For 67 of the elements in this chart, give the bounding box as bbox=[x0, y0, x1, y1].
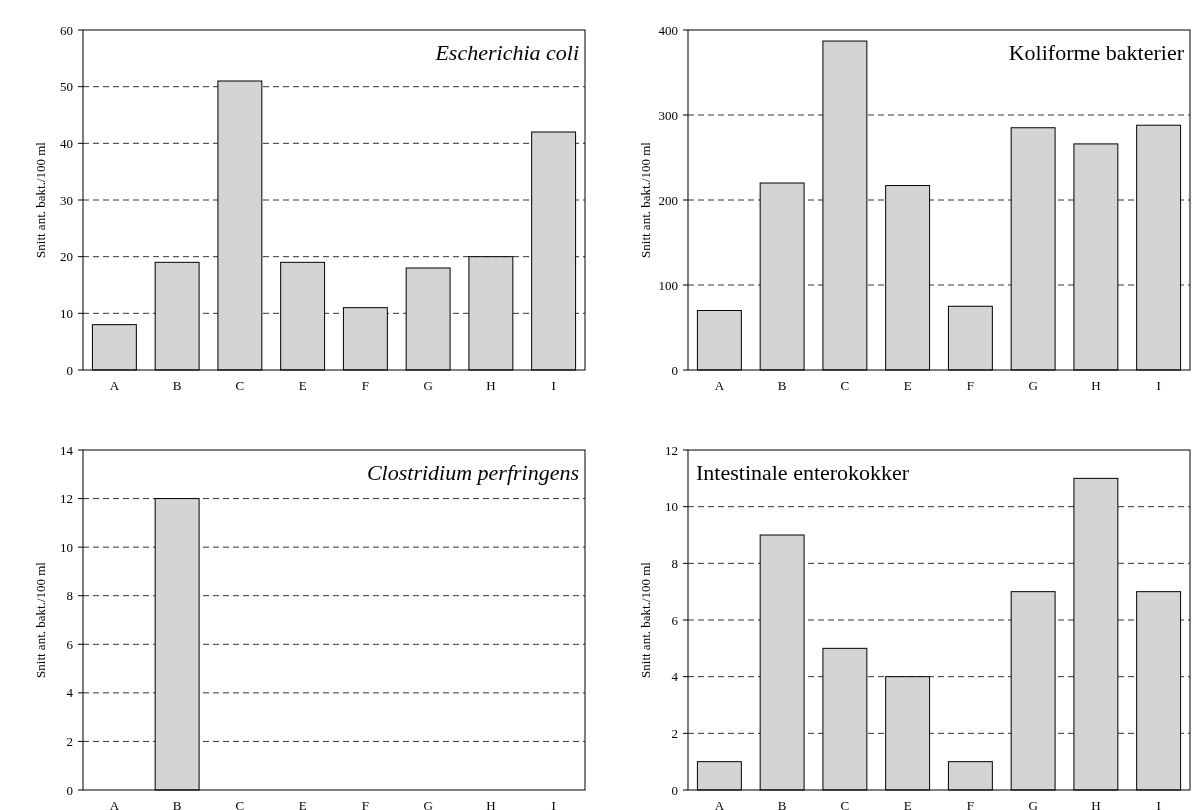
x-tick-label: C bbox=[235, 798, 245, 810]
x-tick-label: F bbox=[966, 798, 974, 810]
x-tick-label: E bbox=[903, 798, 912, 810]
text: Escherichia coli bbox=[434, 40, 579, 65]
y-tick-label: 0 bbox=[671, 782, 678, 798]
x-tick-label: B bbox=[172, 378, 182, 393]
y-tick-label: 60 bbox=[60, 22, 73, 38]
y-tick-label: 4 bbox=[671, 669, 679, 685]
y-tick-label: 50 bbox=[60, 79, 73, 95]
y-tick-label: 12 bbox=[60, 491, 73, 507]
x-tick-label: B bbox=[172, 798, 182, 810]
y-tick-label: 400 bbox=[658, 22, 678, 38]
x-tick-label: A bbox=[109, 798, 120, 810]
y-tick-label: 2 bbox=[671, 725, 678, 741]
x-tick-label: C bbox=[235, 378, 245, 393]
x-tick-label: F bbox=[966, 378, 974, 393]
x-tick-label: E bbox=[298, 378, 307, 393]
x-tick-label: G bbox=[1028, 378, 1038, 393]
x-tick-label: A bbox=[714, 378, 725, 393]
y-tick-label: 12 bbox=[665, 442, 678, 458]
y-tick-label: 200 bbox=[658, 192, 678, 208]
y-tick-label: 8 bbox=[671, 555, 678, 571]
x-tick-label: H bbox=[486, 378, 496, 393]
y-tick-label: 0 bbox=[671, 362, 678, 378]
x-tick-label: A bbox=[714, 798, 725, 810]
x-tick-label: C bbox=[840, 378, 850, 393]
y-tick-label: 10 bbox=[60, 305, 73, 321]
y-tick-label: 30 bbox=[60, 192, 73, 208]
x-tick-label: I bbox=[551, 798, 556, 810]
x-tick-label: C bbox=[840, 798, 850, 810]
y-tick-label: 100 bbox=[658, 277, 678, 293]
y-tick-label: 0 bbox=[66, 362, 73, 378]
x-tick-label: G bbox=[423, 378, 433, 393]
y-axis-title: Snitt ant. bakt./100 ml bbox=[33, 561, 48, 678]
x-tick-label: E bbox=[903, 378, 912, 393]
x-tick-label: B bbox=[777, 798, 787, 810]
y-axis-title: Snitt ant. bakt./100 ml bbox=[638, 561, 653, 678]
x-tick-label: A bbox=[109, 378, 120, 393]
x-tick-label: H bbox=[1091, 798, 1101, 810]
y-tick-label: 6 bbox=[671, 612, 679, 628]
y-tick-label: 6 bbox=[66, 636, 74, 652]
x-tick-label: E bbox=[298, 798, 307, 810]
y-tick-label: 2 bbox=[66, 733, 73, 749]
y-tick-label: 14 bbox=[60, 442, 74, 458]
y-axis-title: Snitt ant. bakt./100 ml bbox=[638, 141, 653, 258]
text: Intestinale enterokokker bbox=[696, 460, 910, 485]
y-tick-label: 40 bbox=[60, 135, 73, 151]
x-tick-label: F bbox=[361, 378, 369, 393]
x-tick-label: I bbox=[1156, 378, 1161, 393]
y-tick-label: 300 bbox=[658, 107, 678, 123]
y-tick-label: 10 bbox=[60, 539, 73, 555]
x-tick-label: F bbox=[361, 798, 369, 810]
x-tick-label: I bbox=[1156, 798, 1161, 810]
y-tick-label: 0 bbox=[66, 782, 73, 798]
y-tick-label: 8 bbox=[66, 588, 73, 604]
y-tick-label: 10 bbox=[665, 499, 678, 515]
y-axis-title: Snitt ant. bakt./100 ml bbox=[33, 141, 48, 258]
text: Clostridium perfringens bbox=[366, 460, 579, 485]
x-tick-label: B bbox=[777, 378, 787, 393]
x-tick-label: I bbox=[551, 378, 556, 393]
x-tick-label: G bbox=[423, 798, 433, 810]
x-tick-label: G bbox=[1028, 798, 1038, 810]
x-tick-label: H bbox=[486, 798, 496, 810]
y-tick-label: 4 bbox=[66, 685, 74, 701]
y-tick-label: 20 bbox=[60, 249, 73, 265]
text: Koliforme bakterier bbox=[1008, 40, 1185, 65]
x-tick-label: H bbox=[1091, 378, 1101, 393]
